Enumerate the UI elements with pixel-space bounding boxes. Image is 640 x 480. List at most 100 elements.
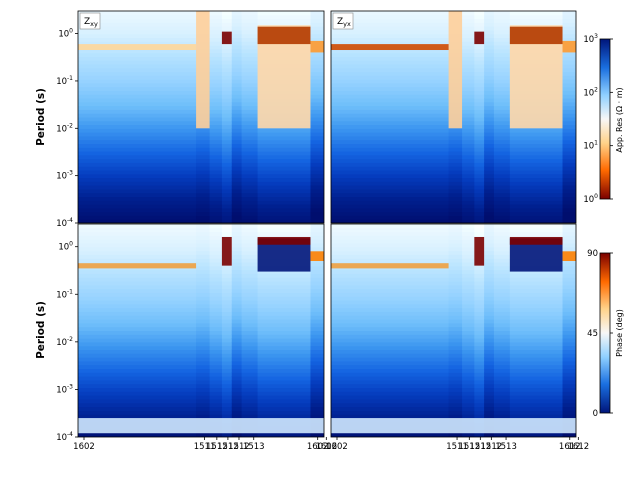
xtick-label: 1512 bbox=[458, 442, 480, 452]
heatmap-cell bbox=[209, 132, 223, 137]
heatmap-cell bbox=[448, 154, 463, 160]
heatmap-cell bbox=[331, 224, 450, 229]
ytick-exp: -2 bbox=[67, 336, 73, 343]
colorbar-tick-exp: 2 bbox=[594, 86, 598, 93]
panel-cells bbox=[331, 11, 576, 223]
heatmap-cell bbox=[209, 98, 223, 103]
heatmap-cell bbox=[241, 246, 259, 252]
heatmap-cell bbox=[221, 307, 233, 312]
colorbar-tick-label: 90 bbox=[587, 249, 598, 259]
heatmap-cell bbox=[484, 29, 495, 35]
heatmap-cell bbox=[231, 258, 243, 263]
heatmap-cell bbox=[241, 154, 259, 160]
heatmap-cell bbox=[196, 265, 211, 271]
heatmap-cell bbox=[331, 181, 450, 186]
heatmap-cell bbox=[196, 143, 211, 148]
heatmap-cell bbox=[331, 82, 450, 88]
heatmap-cell bbox=[78, 48, 197, 54]
heatmap-cell bbox=[448, 151, 463, 156]
heatmap-feature bbox=[331, 44, 449, 51]
heatmap-cell bbox=[562, 22, 576, 27]
heatmap-cell bbox=[331, 376, 450, 381]
heatmap-cell bbox=[462, 128, 475, 133]
heatmap-cell bbox=[509, 185, 564, 190]
heatmap-cell bbox=[493, 26, 511, 31]
heatmap-cell bbox=[221, 79, 233, 84]
heatmap-cell bbox=[474, 273, 485, 278]
heatmap-cell bbox=[78, 67, 197, 73]
heatmap-cell bbox=[209, 391, 223, 396]
heatmap-cell bbox=[462, 188, 475, 194]
heatmap-cell bbox=[78, 269, 197, 274]
heatmap-cell bbox=[448, 398, 463, 404]
heatmap-cell bbox=[448, 147, 463, 152]
heatmap-cell bbox=[310, 52, 324, 57]
heatmap-cell bbox=[474, 368, 485, 373]
heatmap-cell bbox=[209, 162, 223, 167]
heatmap-cell bbox=[241, 235, 259, 240]
heatmap-cell bbox=[196, 258, 211, 263]
heatmap-cell bbox=[241, 402, 259, 408]
heatmap-cell bbox=[241, 311, 259, 316]
heatmap-cell bbox=[448, 231, 463, 236]
heatmap-cell bbox=[221, 322, 233, 328]
heatmap-cell bbox=[78, 124, 197, 129]
heatmap-cell bbox=[209, 341, 223, 347]
heatmap-cell bbox=[209, 45, 223, 50]
heatmap-cell bbox=[462, 398, 475, 404]
heatmap-cell bbox=[562, 166, 576, 171]
heatmap-cell bbox=[196, 383, 211, 389]
heatmap-cell bbox=[493, 41, 511, 46]
heatmap-cell bbox=[493, 246, 511, 252]
heatmap-cell bbox=[209, 307, 223, 312]
heatmap-cell bbox=[448, 288, 463, 293]
heatmap-cell bbox=[221, 162, 233, 167]
heatmap-cell bbox=[231, 402, 243, 408]
heatmap-cell bbox=[221, 357, 233, 362]
heatmap-cell bbox=[196, 406, 211, 411]
heatmap-cell bbox=[196, 345, 211, 351]
heatmap-cell bbox=[462, 132, 475, 137]
heatmap-cell bbox=[310, 224, 324, 229]
heatmap-cell bbox=[462, 143, 475, 148]
heatmap-cell bbox=[221, 288, 233, 293]
heatmap-cell bbox=[231, 334, 243, 339]
heatmap-cell bbox=[221, 109, 233, 114]
heatmap-cell bbox=[196, 243, 211, 248]
heatmap-cell bbox=[493, 353, 511, 358]
heatmap-cell bbox=[484, 269, 495, 274]
heatmap-cell bbox=[484, 258, 495, 263]
heatmap-cell bbox=[509, 154, 564, 160]
heatmap-cell bbox=[231, 227, 243, 233]
heatmap-cell bbox=[331, 319, 450, 324]
heatmap-cell bbox=[257, 341, 311, 347]
heatmap-cell bbox=[509, 147, 564, 152]
heatmap-cell bbox=[562, 177, 576, 182]
heatmap-cell bbox=[310, 132, 324, 137]
heatmap-cell bbox=[78, 90, 197, 95]
heatmap-cell bbox=[484, 128, 495, 133]
heatmap-cell bbox=[310, 395, 324, 400]
heatmap-cell bbox=[509, 139, 564, 144]
heatmap-cell bbox=[231, 395, 243, 400]
heatmap-feature bbox=[562, 40, 576, 53]
heatmap-cell bbox=[493, 368, 511, 373]
heatmap-cell bbox=[209, 41, 223, 46]
heatmap-cell bbox=[484, 139, 495, 144]
heatmap-cell bbox=[78, 132, 197, 137]
heatmap-cell bbox=[257, 284, 311, 290]
heatmap-cell bbox=[448, 414, 463, 419]
heatmap-cell bbox=[310, 14, 324, 20]
heatmap-cell bbox=[493, 113, 511, 118]
heatmap-cell bbox=[209, 330, 223, 335]
heatmap-cell bbox=[474, 139, 485, 144]
heatmap-cell bbox=[331, 207, 450, 213]
heatmap-cell bbox=[209, 64, 223, 69]
heatmap-cell bbox=[209, 22, 223, 27]
heatmap-cell bbox=[78, 303, 197, 309]
heatmap-cell bbox=[331, 128, 450, 133]
heatmap-cell bbox=[257, 277, 311, 282]
heatmap-cell bbox=[209, 303, 223, 309]
heatmap-cell bbox=[448, 319, 463, 324]
heatmap-cell bbox=[474, 94, 485, 99]
